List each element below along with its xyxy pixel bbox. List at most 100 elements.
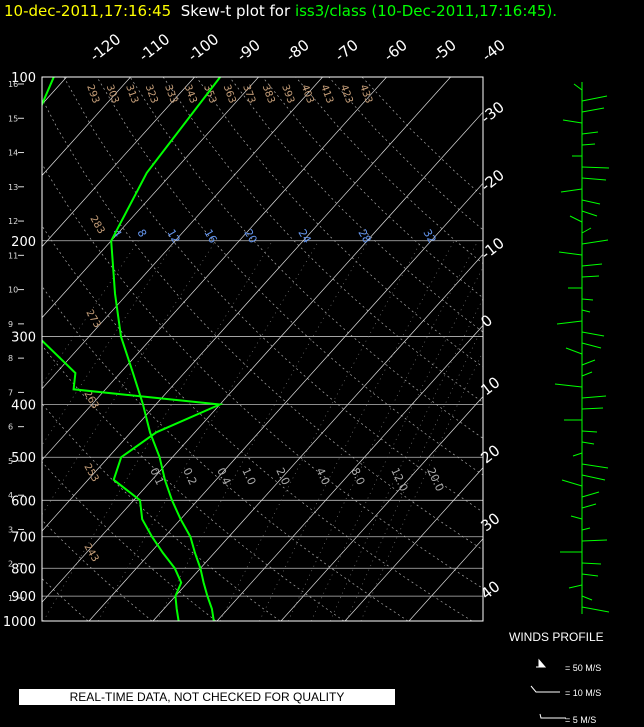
top-temp-tick: -50 [429,36,459,65]
height-tick-label: 12 [8,217,18,226]
adiabat-label: 363 [221,83,238,105]
pressure-tick-label: 300 [11,331,36,346]
height-tick-label: 13 [8,183,18,192]
isotherm-line [42,77,387,461]
wind-barb [572,452,583,457]
dry-adiabat-line [129,77,483,439]
adiabat-label: 273 [83,308,102,330]
mixing-ratio-line [156,240,369,621]
wind-barb [581,407,604,410]
height-tick-label: 16 [8,80,18,89]
adiabat-label: 353 [201,83,218,105]
title-time: (10-Dec-2011,17:16:45). [371,2,558,20]
height-tick-label: 14 [8,149,18,158]
pressure-tick-label: 700 [11,531,36,546]
title-plot-label: Skew-t plot for [180,2,291,20]
wind-barb [554,383,583,388]
mixing-ratio-label: 32 [420,227,438,246]
wind-barb [581,595,593,601]
wind-barb [581,371,593,377]
height-tick-label: 10 [8,286,18,295]
wind-barb [569,215,583,223]
dry-adiabat-line [42,225,473,621]
mixing-ratio-line [259,240,455,621]
wind-barb [558,251,583,256]
adiabat-label: 303 [104,83,121,105]
pressure-tick-label: 1000 [3,615,36,630]
wind-barb [581,263,603,267]
isotherm-line [42,77,451,532]
wind-barb [560,188,583,193]
wind-barb [581,359,596,366]
isotherm-line [152,253,483,621]
right-temp-tick: -20 [477,166,507,195]
dry-adiabat-line [361,77,483,197]
wind-barb [581,441,595,445]
mixing-ratio-label: 12 [164,227,182,246]
wind-barb [581,275,600,278]
top-temp-tick: -110 [135,30,173,65]
height-tick-label: 15 [8,114,18,123]
height-tick-label: 1 [8,594,13,603]
isotherm-line [42,77,195,248]
pressure-tick-label: 800 [11,562,36,577]
wind-barb [581,474,606,481]
dry-adiabat-line [42,461,217,621]
dry-adiabat-line [162,77,483,403]
pressure-tick-label: 200 [11,235,36,250]
isotherm-line [408,538,483,621]
wind-barb [581,166,610,169]
dry-adiabat-line [229,77,483,333]
pressure-tick-label: 400 [11,399,36,414]
wind-barb [581,539,608,542]
wind-barb [581,227,592,234]
height-tick-label: 3 [8,525,13,534]
height-tick-label: 9 [8,320,13,329]
isotherm-line [88,182,483,621]
dry-adiabat-line [196,77,483,368]
adiabat-label: 383 [260,83,277,105]
wind-barb [581,463,609,469]
wind-barb [581,606,610,613]
wind-barb [581,309,591,313]
pressure-tick-label: 600 [11,494,36,509]
dry-adiabat-line [42,163,483,589]
isotherm-line [344,467,483,621]
mixing-ratio-label: 8 [134,227,149,240]
mixing-ratio-label: 16 [201,227,219,246]
wind-barb [556,320,583,325]
mixing-ratio-label: 4.0 [313,466,332,487]
dry-adiabat-line [42,97,483,551]
height-tick-label: 11 [8,251,18,260]
adiabat-label: 343 [182,83,199,105]
temperature-line [110,77,221,621]
adiabat-label: 423 [338,83,355,105]
mixing-ratio-label: 0.2 [180,466,199,487]
wind-barb [568,584,583,589]
top-temp-tick: -70 [331,36,361,65]
mixing-ratio-line [288,240,479,621]
adiabat-label: 293 [84,83,101,105]
adiabat-label: 413 [318,83,335,105]
dry-adiabat-line [328,77,483,231]
adiabat-label: 243 [81,542,100,564]
wind-barb [561,479,583,487]
wind-barb [581,395,607,399]
wind-barb [581,199,601,205]
right-temp-tick: 40 [477,577,503,603]
wind-barb [562,119,583,124]
mixing-ratio-label: 8.0 [348,466,367,487]
wind-barb [581,527,591,531]
wind-barb [581,573,599,577]
adiabat-label: 313 [123,83,140,105]
pressure-tick-label: 100 [11,71,36,86]
height-tick-label: 5 [8,457,13,466]
isotherm-line [216,324,483,621]
wind-barb [581,95,608,102]
wind-barb [581,107,605,113]
right-temp-tick: 20 [477,441,503,467]
wind-barb [581,239,609,245]
mixing-ratio-label: 1.0 [239,466,258,487]
dewpoint-line [42,77,224,621]
